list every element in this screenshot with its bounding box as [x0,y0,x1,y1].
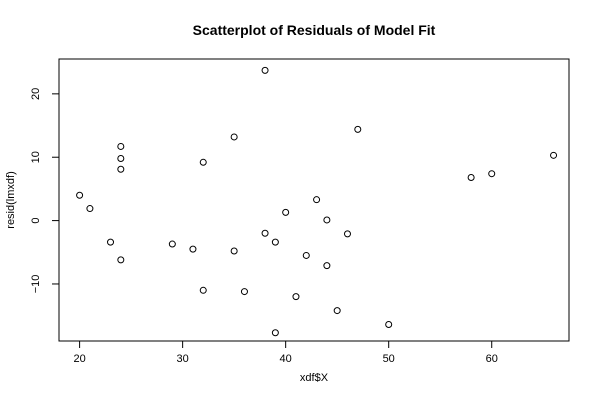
data-point [261,66,269,74]
x-axis-label: xdf$X [300,372,329,384]
data-point [199,286,207,294]
data-point [550,151,558,159]
y-tick-label: 10 [30,151,42,163]
data-points [76,66,558,337]
data-point [189,245,197,253]
y-tick-label: 0 [30,218,42,224]
x-tick-label: 60 [486,353,498,365]
data-point [488,170,496,178]
data-point [76,191,84,199]
data-point [467,174,475,182]
data-point [323,262,331,270]
data-point [168,240,176,248]
data-point [354,125,362,133]
x-tick-label: 20 [73,353,85,365]
data-point [282,208,290,216]
data-point [333,307,341,315]
data-point [230,133,238,141]
data-point [292,293,300,301]
data-point [313,196,321,204]
data-point [117,154,125,162]
data-point [230,247,238,255]
y-axis-label: resid(lmxdf) [5,171,17,228]
y-tick-label: 20 [30,88,42,100]
data-point [117,165,125,173]
data-point [343,230,351,238]
data-point [117,256,125,264]
data-point [117,142,125,150]
x-tick-label: 50 [383,353,395,365]
y-tick-label: −10 [30,275,42,294]
data-point [271,329,279,337]
data-point [199,158,207,166]
data-point [240,288,248,296]
chart-title: Scatterplot of Residuals of Model Fit [193,22,436,38]
data-point [107,238,115,246]
data-point [385,321,393,329]
data-point [302,251,310,259]
x-axis: 20 30 40 50 60 [73,340,498,365]
x-tick-label: 30 [177,353,189,365]
y-axis: −10 0 10 20 [30,88,60,294]
x-tick-label: 40 [280,353,292,365]
data-point [86,205,94,213]
data-point [261,229,269,237]
data-point [323,216,331,224]
data-point [271,238,279,246]
